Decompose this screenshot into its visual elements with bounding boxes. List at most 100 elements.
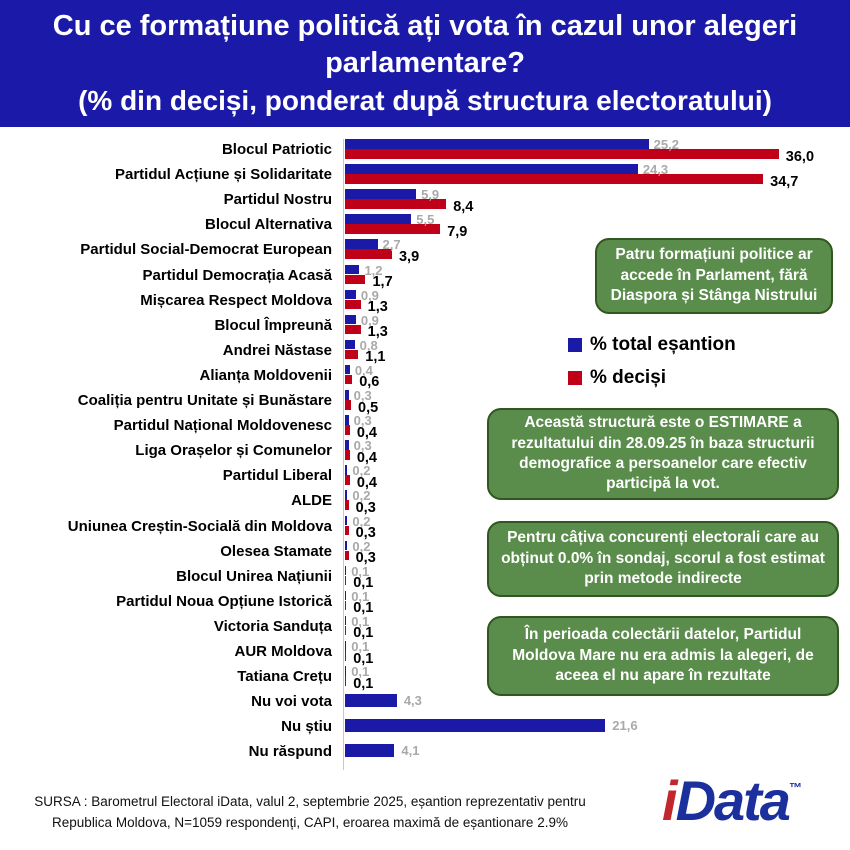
bar-decisi: [345, 274, 366, 284]
chart-title: Cu ce formațiune politică ați vota în ca…: [52, 9, 798, 80]
value-label-decisi: 8,4: [453, 198, 474, 215]
bar-total: [345, 615, 347, 626]
value-label-decisi: 0,4: [356, 474, 377, 491]
legend-item-decisi: % deciși: [568, 367, 736, 389]
bar-total: [345, 641, 347, 651]
bar-decisi: [345, 625, 347, 636]
bar-total: [345, 390, 349, 400]
category-label: Blocul Patriotic: [221, 141, 332, 158]
bar-total: [345, 139, 649, 149]
bar-decisi: [345, 374, 353, 385]
category-label: Olesea Stamate: [220, 542, 332, 560]
bar-total: [345, 465, 348, 475]
logo-trademark: ™: [788, 780, 802, 795]
category-label: Nu răspund: [248, 743, 332, 761]
bar-total: [345, 264, 360, 274]
bar-total: [345, 339, 355, 350]
value-label-decisi: 0,1: [353, 675, 374, 692]
value-label-total: 21,6: [612, 718, 638, 734]
value-label-decisi: 1,3: [367, 324, 388, 341]
value-label-decisi: 0,5: [358, 399, 379, 416]
value-label-total: 1,2: [364, 262, 383, 278]
value-label-total: 4,1: [401, 743, 420, 759]
category-label: Partidul Nostru: [223, 191, 332, 209]
bar-decisi: [345, 224, 441, 234]
legend-swatch-decisi-icon: [568, 371, 582, 385]
bar-total: [345, 415, 349, 425]
value-label-total: 0,1: [351, 639, 370, 654]
category-label: ALDE: [291, 492, 332, 510]
value-label-decisi: 3,9: [398, 248, 420, 265]
annotation-parliament: Patru formațiuni politice ar accede în P…: [595, 238, 833, 314]
value-label-decisi: 0,1: [353, 650, 374, 667]
value-label-decisi: 0,4: [356, 424, 377, 441]
value-label-decisi: 0,1: [353, 600, 374, 617]
category-label: AUR Moldova: [234, 643, 333, 660]
bar-decisi: [345, 550, 349, 561]
bar-total: [345, 590, 347, 601]
bar-total: [345, 540, 348, 551]
value-label-total: 0,1: [351, 563, 370, 579]
bar-decisi: [345, 425, 350, 435]
bar-total: [345, 189, 417, 199]
value-label-decisi: 1,7: [372, 274, 393, 290]
bar-total: [345, 164, 638, 174]
bar-total: [345, 565, 347, 576]
value-label-total: 0,2: [352, 513, 371, 529]
bar-total: [345, 490, 348, 500]
title-banner: Cu ce formațiune politică ați vota în ca…: [0, 0, 850, 127]
chart-subtitle: (% din deciși, ponderat după structura e…: [78, 84, 772, 116]
category-label: Partidul Acțiune și Solidaritate: [115, 166, 332, 184]
category-label: Blocul Unirea Națiunii: [176, 567, 332, 585]
bar-decisi: [345, 475, 350, 485]
value-label-decisi: 0,6: [359, 374, 380, 391]
bar-decisi: [345, 651, 347, 661]
bar-total: [345, 744, 395, 758]
value-label-total: 0,2: [352, 538, 371, 554]
category-label: Tatiana Crețu: [237, 668, 332, 686]
bar-total: [345, 289, 356, 300]
value-label-total: 0,1: [351, 664, 370, 680]
value-label-decisi: 0,3: [355, 550, 376, 567]
logo-data: Data: [675, 769, 791, 832]
category-label: Partidul Național Moldovenesc: [113, 417, 332, 435]
category-label: Nu știu: [281, 718, 332, 736]
category-label: Partidul Democrația Acasă: [142, 266, 332, 284]
category-label: Uniunea Creștin-Socială din Moldova: [67, 517, 332, 535]
value-label-decisi: 0,4: [356, 449, 377, 466]
category-label: Partidul Noua Opțiune Istorică: [116, 592, 332, 610]
legend-label-total: % total eșantion: [590, 334, 736, 355]
value-label-decisi: 0,1: [353, 575, 374, 592]
value-label-total: 0,8: [359, 337, 378, 353]
value-label-total: 0,3: [353, 388, 372, 403]
bar-decisi: [345, 450, 350, 460]
bar-total: [345, 239, 378, 249]
logo-i: i: [662, 769, 678, 832]
bar-decisi: [345, 299, 361, 310]
legend-swatch-total-icon: [568, 338, 582, 352]
bar-decisi: [345, 349, 359, 360]
source-note: SURSA : Barometrul Electoral iData, valu…: [34, 794, 586, 830]
category-label: Liga Orașelor și Comunelor: [135, 442, 332, 460]
value-label-total: 0,9: [360, 312, 379, 328]
bar-total: [345, 515, 348, 525]
bar-decisi: [345, 174, 764, 184]
category-label: Partidul Social-Democrat European: [80, 241, 332, 259]
value-label-total: 5,9: [421, 187, 440, 203]
bar-decisi: [345, 525, 349, 535]
category-label: Victoria Sanduța: [213, 617, 332, 635]
bar-total: [345, 666, 347, 676]
value-label-total: 5,5: [416, 212, 435, 228]
value-label-total: 4,3: [403, 693, 422, 709]
category-label: Blocul Alternativa: [205, 216, 332, 234]
value-label-total: 0,9: [360, 287, 379, 303]
value-label-decisi: 1,3: [367, 299, 388, 316]
axis-baseline: [343, 139, 344, 770]
legend: % total eșantion % deciși: [568, 334, 736, 400]
value-label-decisi: 1,1: [365, 349, 386, 366]
bar-decisi: [345, 249, 392, 259]
category-label: Mișcarea Respect Moldova: [140, 291, 332, 309]
bar-decisi: [345, 400, 352, 410]
bar-total: [345, 694, 397, 708]
bar-total: [345, 364, 350, 375]
